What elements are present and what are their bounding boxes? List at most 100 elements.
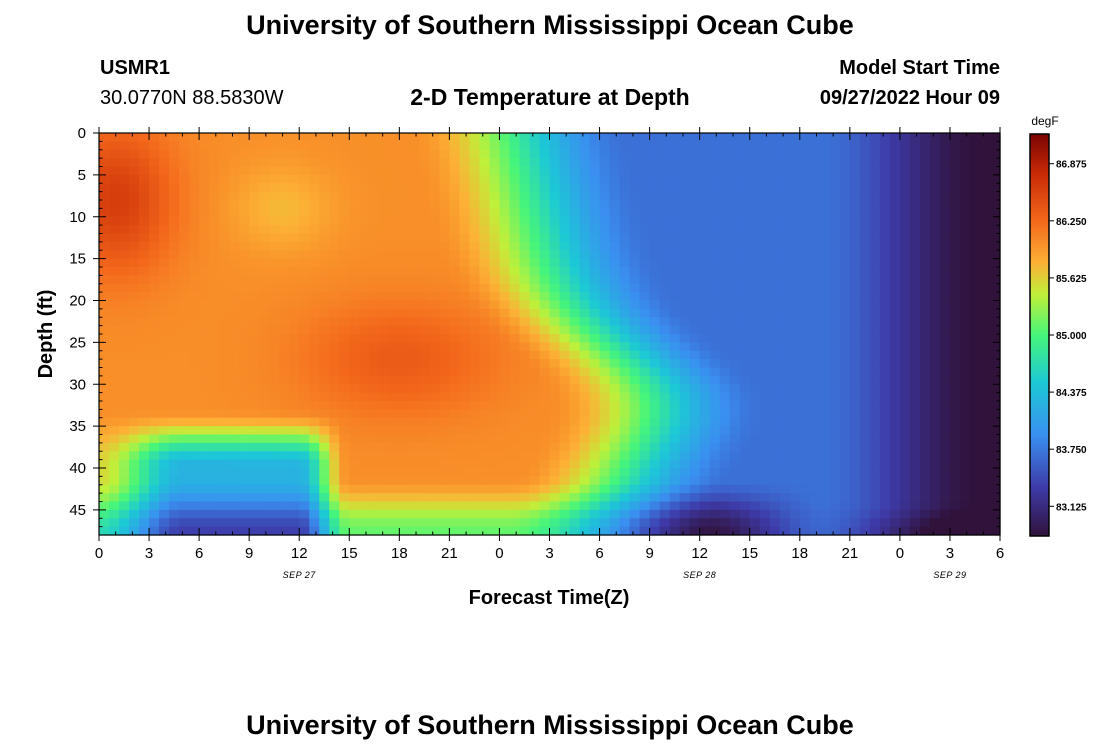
heatmap-cell — [189, 384, 200, 394]
heatmap-cell — [949, 392, 961, 402]
heatmap-cell — [459, 367, 471, 377]
heatmap-cell — [529, 342, 541, 352]
heatmap-cell — [409, 141, 420, 151]
heatmap-cell — [249, 459, 260, 469]
heatmap-cell — [299, 275, 310, 285]
heatmap-cell — [539, 241, 551, 251]
heatmap-cell — [689, 501, 701, 511]
heatmap-cell — [829, 451, 841, 461]
heatmap-cell — [729, 392, 741, 402]
heatmap-cell — [539, 509, 551, 519]
heatmap-cell — [379, 468, 390, 477]
heatmap-cell — [569, 183, 581, 193]
heatmap-cell — [219, 509, 230, 519]
heatmap-cell — [669, 241, 681, 251]
heatmap-cell — [619, 317, 631, 327]
heatmap-cell — [419, 417, 430, 427]
heatmap-cell — [769, 367, 781, 377]
heatmap-cell — [599, 174, 611, 184]
heatmap-cell — [549, 283, 561, 293]
heatmap-cell — [119, 409, 130, 419]
heatmap-cell — [519, 375, 531, 385]
heatmap-cell — [99, 459, 110, 469]
heatmap-cell — [289, 133, 300, 142]
heatmap-cell — [399, 208, 410, 218]
heatmap-cell — [789, 258, 801, 268]
heatmap-cell — [989, 476, 1001, 486]
heatmap-cell — [129, 509, 140, 519]
heatmap-cell — [679, 149, 691, 159]
heatmap-cell — [599, 342, 611, 352]
heatmap-cell — [859, 317, 871, 327]
heatmap-cell — [839, 392, 851, 402]
heatmap-cell — [109, 493, 120, 503]
heatmap-cell — [819, 442, 831, 452]
heatmap-cell — [499, 174, 511, 184]
heatmap-cell — [739, 241, 751, 251]
heatmap-cell — [319, 308, 330, 318]
heatmap-cell — [159, 342, 170, 352]
heatmap-cell — [909, 518, 921, 528]
heatmap-cell — [699, 325, 711, 335]
heatmap-cell — [419, 300, 430, 310]
heatmap-cell — [859, 451, 871, 461]
heatmap-cell — [279, 493, 290, 503]
heatmap-cell — [739, 526, 751, 536]
heatmap-cell — [189, 468, 200, 477]
heatmap-cell — [949, 375, 961, 385]
heatmap-cell — [939, 208, 951, 218]
heatmap-cell — [779, 334, 791, 343]
heatmap-cell — [219, 459, 230, 469]
date-label: SEP 29 — [933, 570, 966, 580]
heatmap-cell — [759, 434, 771, 444]
heatmap-cell — [109, 359, 120, 369]
heatmap-cell — [489, 350, 501, 360]
heatmap-cell — [929, 451, 941, 461]
heatmap-cell — [459, 300, 471, 310]
heatmap-cell — [469, 241, 481, 251]
heatmap-cell — [549, 426, 561, 436]
heatmap-cell — [539, 409, 551, 419]
heatmap-cell — [419, 216, 430, 226]
heatmap-cell — [319, 434, 330, 444]
heatmap-cell — [509, 401, 521, 410]
heatmap-cell — [759, 308, 771, 318]
heatmap-cell — [339, 359, 350, 369]
heatmap-cell — [509, 241, 521, 251]
heatmap-cell — [959, 208, 971, 218]
heatmap-cell — [149, 451, 160, 461]
x-tick-label: 12 — [691, 545, 708, 562]
heatmap-cell — [929, 392, 941, 402]
heatmap-cell — [309, 334, 320, 343]
heatmap-cell — [719, 484, 731, 494]
heatmap-cell — [269, 166, 280, 176]
heatmap-cell — [879, 484, 891, 494]
heatmap-cell — [549, 451, 561, 461]
heatmap-cell — [329, 342, 340, 352]
heatmap-cell — [139, 476, 150, 486]
heatmap-cell — [849, 191, 861, 201]
heatmap-cell — [879, 208, 891, 218]
heatmap-cell — [289, 392, 300, 402]
heatmap-cell — [459, 241, 471, 251]
colorbar-tick-label: 86.250 — [1056, 217, 1087, 228]
heatmap-cell — [639, 216, 651, 226]
heatmap-cell — [779, 258, 791, 268]
heatmap-cell — [869, 375, 881, 385]
heatmap-cell — [579, 283, 591, 293]
heatmap-cell — [819, 468, 831, 477]
heatmap-cell — [929, 241, 941, 251]
heatmap-cell — [719, 183, 731, 193]
heatmap-cell — [389, 267, 400, 276]
heatmap-cell — [319, 526, 330, 536]
heatmap-cell — [509, 133, 521, 142]
heatmap-cell — [599, 141, 611, 151]
heatmap-cell — [559, 208, 571, 218]
heatmap-cell — [689, 208, 701, 218]
heatmap-cell — [959, 342, 971, 352]
heatmap-cell — [339, 518, 350, 528]
heatmap-cell — [889, 300, 901, 310]
heatmap-cell — [189, 200, 200, 209]
heatmap-cell — [559, 216, 571, 226]
heatmap-cell — [819, 166, 831, 176]
